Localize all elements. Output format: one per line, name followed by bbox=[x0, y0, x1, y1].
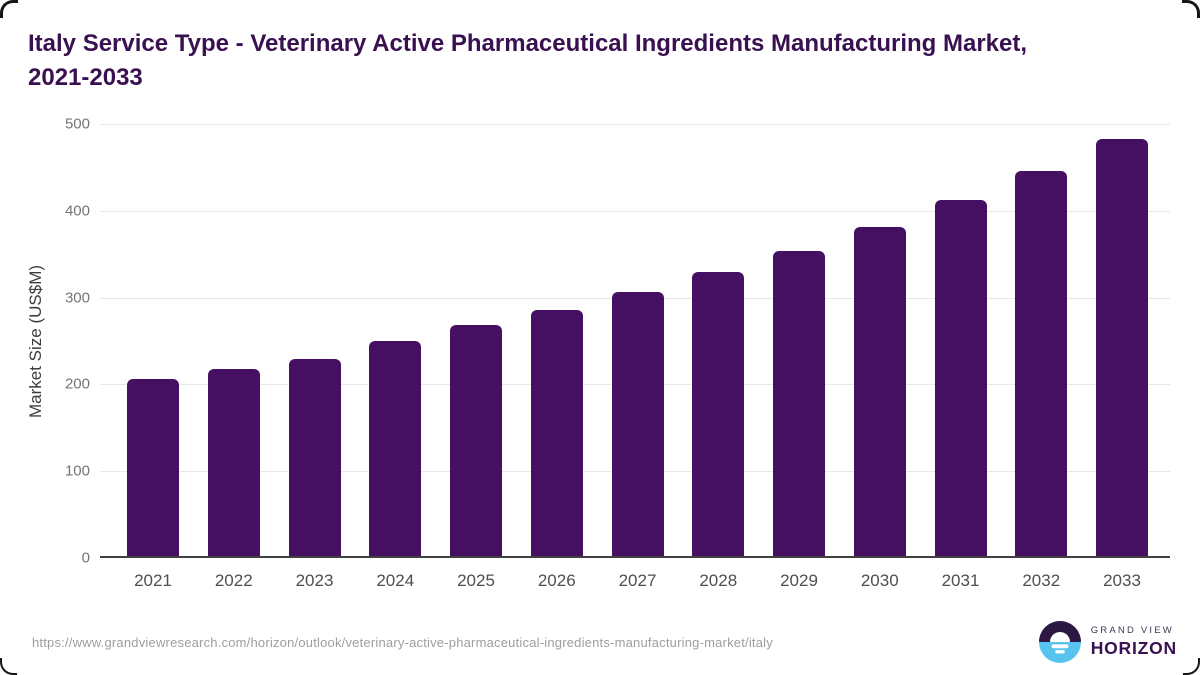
y-tick-label: 400 bbox=[64, 202, 90, 220]
grand-view-horizon-logo: GRAND VIEW HORIZON bbox=[1038, 621, 1177, 663]
bar-2032 bbox=[1015, 171, 1068, 556]
bar-2033 bbox=[1096, 138, 1148, 556]
logo-text: GRAND VIEW HORIZON bbox=[1091, 625, 1177, 659]
x-tick-label: 2025 bbox=[457, 571, 495, 590]
bar-column-2022: 2022 bbox=[207, 124, 260, 590]
x-tick-label: 2021 bbox=[134, 571, 172, 590]
bar-2027 bbox=[611, 292, 664, 556]
horizon-sun-logo-icon bbox=[1038, 621, 1081, 663]
x-tick-label: 2022 bbox=[214, 571, 253, 590]
x-tick-label: 2032 bbox=[1022, 571, 1061, 590]
bar-column-2033: 2033 bbox=[1096, 124, 1148, 590]
logo-brand-line1: GRAND VIEW bbox=[1090, 625, 1174, 636]
gridline bbox=[100, 124, 1170, 125]
bar-2026 bbox=[530, 309, 583, 556]
y-tick-label: 100 bbox=[64, 462, 90, 480]
bar-2021 bbox=[127, 378, 179, 556]
bar-column-2029: 2029 bbox=[773, 124, 825, 590]
y-axis-tick-labels: 0 100 200 300 400 500 bbox=[0, 116, 90, 567]
x-tick-label: 2029 bbox=[780, 571, 818, 590]
chart-title-line2: 2021-2033 bbox=[28, 64, 143, 91]
y-tick-label: 500 bbox=[64, 115, 90, 133]
y-tick-label: 300 bbox=[64, 289, 90, 307]
x-tick-label: 2027 bbox=[618, 571, 657, 590]
source-url: https://www.grandviewresearch.com/horizo… bbox=[32, 635, 773, 650]
bar-2031 bbox=[934, 200, 987, 556]
bar-column-2026: 2026 bbox=[530, 124, 583, 590]
bar-column-2023: 2023 bbox=[288, 124, 341, 590]
bar-column-2027: 2027 bbox=[611, 124, 664, 590]
card-corner-bottom-left bbox=[0, 658, 17, 675]
bar-2028 bbox=[692, 272, 745, 556]
bar-column-2030: 2030 bbox=[853, 124, 906, 590]
plot-area: 2021 2022 2023 2024 2025 2026 2027 2028 2029 2030… bbox=[100, 124, 1170, 590]
x-axis-line bbox=[100, 556, 1170, 558]
x-tick-label: 2026 bbox=[537, 571, 576, 590]
x-tick-label: 2033 bbox=[1103, 571, 1141, 590]
bar-column-2025: 2025 bbox=[450, 124, 502, 590]
x-tick-label: 2023 bbox=[295, 571, 334, 590]
card-corner-top-right bbox=[1182, 0, 1200, 18]
bar-2030 bbox=[853, 227, 906, 556]
bar-2025 bbox=[450, 325, 502, 556]
bars-container: 2021 2022 2023 2024 2025 2026 2027 2028 2029 2030… bbox=[100, 124, 1170, 590]
x-tick-label: 2024 bbox=[376, 571, 415, 590]
footer: https://www.grandviewresearch.com/horizo… bbox=[0, 613, 1200, 675]
gridline bbox=[100, 210, 1170, 212]
logo-brand-line2: HORIZON bbox=[1090, 638, 1177, 658]
chart-title: Italy Service Type - Veterinary Active P… bbox=[28, 27, 1178, 95]
chart-title-line1: Italy Service Type - Veterinary Active P… bbox=[28, 30, 1028, 57]
bar-column-2021: 2021 bbox=[127, 124, 179, 590]
bar-2023 bbox=[288, 358, 341, 556]
card-corner-bottom-right bbox=[1183, 658, 1200, 675]
bar-2024 bbox=[369, 340, 422, 556]
bar-column-2024: 2024 bbox=[369, 124, 422, 590]
x-tick-label: 2028 bbox=[699, 571, 738, 590]
bar-2022 bbox=[207, 369, 260, 556]
x-tick-label: 2031 bbox=[941, 571, 980, 590]
bar-column-2031: 2031 bbox=[934, 124, 987, 590]
y-tick-label: 0 bbox=[81, 549, 90, 567]
bar-2029 bbox=[773, 251, 825, 556]
bar-column-2028: 2028 bbox=[692, 124, 745, 590]
y-tick-label: 200 bbox=[64, 375, 90, 393]
x-tick-label: 2030 bbox=[860, 571, 899, 590]
bar-column-2032: 2032 bbox=[1015, 124, 1068, 590]
card-corner-top-left bbox=[0, 0, 18, 18]
